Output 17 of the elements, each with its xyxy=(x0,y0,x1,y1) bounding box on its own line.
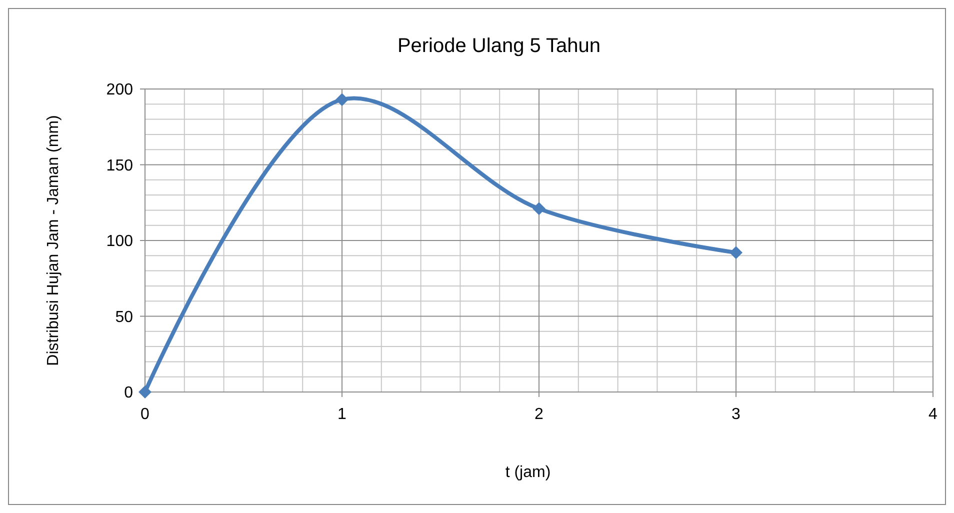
chart-title: Periode Ulang 5 Tahun xyxy=(397,35,601,57)
y-tick-label: 100 xyxy=(106,233,134,250)
point xyxy=(138,386,152,398)
y-tick-label: 0 xyxy=(124,384,134,402)
x-tick-label: 0 xyxy=(140,406,150,423)
x-tick-label: 4 xyxy=(928,406,938,423)
point xyxy=(336,93,348,106)
y-axis-title: Distribusi Hujan Jam - Jaman (mm) xyxy=(45,115,62,366)
x-axis-title: t (jam) xyxy=(505,464,551,481)
x-tick-label: 3 xyxy=(732,406,741,423)
y-tick-label: 150 xyxy=(106,157,134,174)
x-tick-label: 1 xyxy=(338,406,347,423)
y-tick-label: 200 xyxy=(106,82,134,99)
point xyxy=(730,246,742,260)
y-tick-label: 50 xyxy=(115,308,134,326)
point xyxy=(532,202,546,216)
x-tick-label: 2 xyxy=(534,406,544,423)
